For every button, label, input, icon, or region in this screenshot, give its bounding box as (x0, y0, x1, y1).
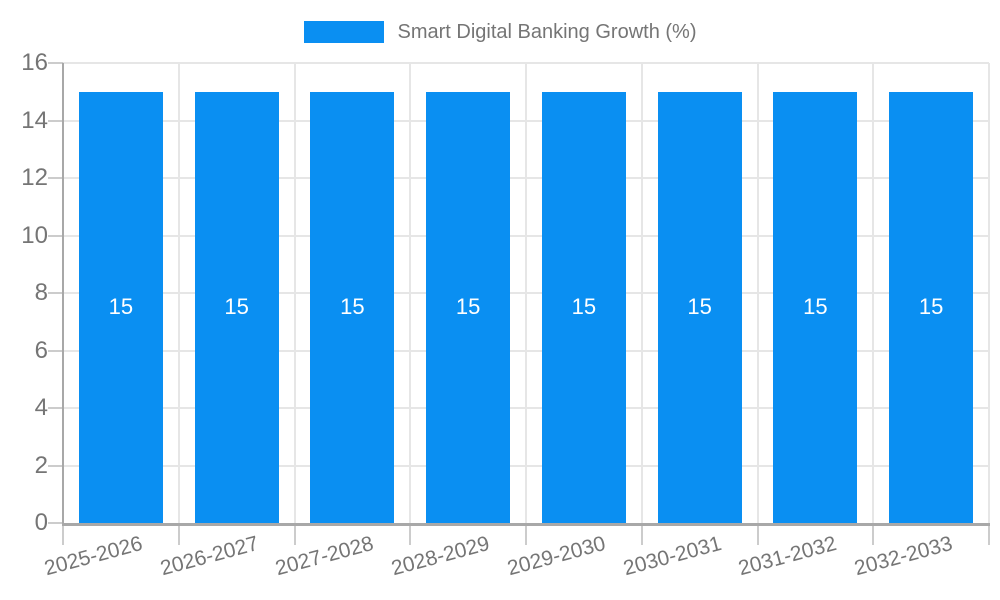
gridline-vertical (756, 63, 759, 523)
x-axis-tick-mark (177, 523, 180, 545)
gridline-vertical (409, 63, 412, 523)
y-axis-tick-mark (48, 119, 63, 122)
gridline-vertical (988, 63, 990, 523)
x-axis-tick-mark (525, 523, 527, 545)
y-axis-tick-mark (48, 177, 63, 179)
bar-value-label: 15 (571, 294, 597, 320)
y-axis-tick-mark (48, 464, 63, 467)
bar[interactable] (426, 91, 511, 523)
chart-legend: Smart Digital Banking Growth (%) (0, 20, 1000, 44)
y-axis-tick-mark (48, 407, 63, 409)
gridline-vertical (525, 63, 527, 523)
x-axis-tick-mark (988, 523, 990, 545)
x-axis-tick-mark (409, 523, 412, 545)
x-axis-tick-mark (756, 523, 759, 545)
y-axis-tick-label: 10 (21, 221, 48, 249)
legend-color-swatch (303, 21, 384, 43)
y-axis-tick-mark (48, 234, 63, 237)
bar-value-label: 15 (340, 294, 365, 320)
bar-value-label: 15 (224, 294, 249, 320)
y-axis-tick-label: 14 (21, 106, 48, 134)
x-axis-tick-mark (640, 523, 643, 545)
bar-value-label: 15 (918, 294, 944, 320)
bar[interactable] (657, 91, 742, 523)
y-axis-tick-label: 0 (34, 509, 48, 536)
gridline-vertical (177, 63, 180, 523)
y-axis-tick-label: 12 (21, 164, 48, 191)
y-axis-tick-mark (48, 349, 63, 352)
gridline-vertical (640, 63, 643, 523)
y-axis-tick-label: 4 (34, 394, 48, 421)
bar[interactable] (541, 91, 626, 523)
gridline-vertical (872, 63, 875, 523)
x-axis-tick-mark (872, 523, 875, 545)
bar-value-label: 15 (455, 294, 481, 320)
bar-value-label: 15 (687, 294, 712, 320)
y-axis-tick-label: 8 (34, 279, 48, 306)
x-axis-line (62, 523, 990, 526)
bar[interactable] (773, 91, 858, 523)
bar-value-label: 15 (803, 294, 828, 320)
x-axis-tick-mark (62, 523, 64, 545)
y-axis-tick-mark (48, 292, 63, 294)
y-axis-tick-label: 6 (34, 336, 48, 364)
y-axis-tick-label: 16 (21, 49, 48, 76)
y-axis-line (62, 63, 64, 525)
bar[interactable] (194, 91, 279, 523)
y-axis-tick-mark (48, 62, 63, 64)
y-axis-tick-mark (48, 522, 63, 524)
bar[interactable] (78, 91, 163, 523)
bar-value-label: 15 (108, 294, 134, 320)
y-axis-tick-label: 2 (34, 451, 48, 479)
bar[interactable] (310, 91, 395, 523)
legend-label: Smart Digital Banking Growth (%) (397, 21, 697, 43)
gridline-vertical (293, 63, 296, 523)
x-axis-tick-mark (293, 523, 296, 545)
bar[interactable] (889, 91, 974, 523)
